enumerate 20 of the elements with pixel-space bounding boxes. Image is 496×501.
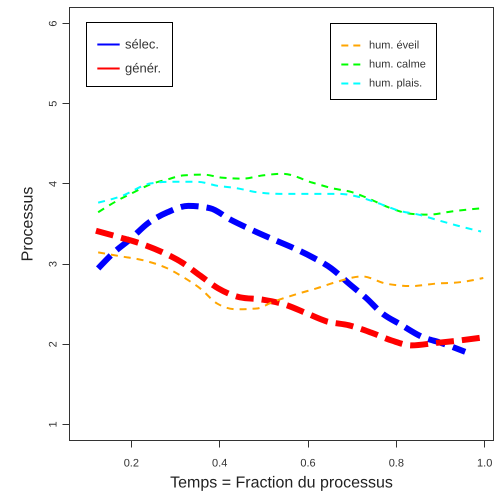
x-tick-label: 0.6 xyxy=(300,458,316,470)
legend-label: hum. calme xyxy=(369,58,426,70)
y-tick-label: 1 xyxy=(48,421,60,428)
y-tick-label: 5 xyxy=(48,100,60,107)
x-tick-label: 0.2 xyxy=(124,458,139,470)
line-series xyxy=(97,251,484,310)
line-series xyxy=(97,180,482,233)
y-tick-label: 6 xyxy=(48,20,60,27)
legend-label: génér. xyxy=(125,60,162,76)
x-tick-label: 1.0 xyxy=(477,458,492,470)
legend-label: sélec. xyxy=(125,36,159,52)
y-tick-label: 3 xyxy=(48,261,60,268)
y-axis-title: Processus xyxy=(20,186,36,262)
y-tick-label: 4 xyxy=(48,180,60,187)
y-tick-label: 2 xyxy=(48,341,60,348)
legend-label: hum. plais. xyxy=(369,78,422,90)
x-tick-label: 0.8 xyxy=(388,458,404,470)
x-tick-label: 0.4 xyxy=(212,458,228,470)
x-axis-title: Temps = Fraction du processus xyxy=(170,474,393,492)
legend-label: hum. éveil xyxy=(369,40,420,52)
